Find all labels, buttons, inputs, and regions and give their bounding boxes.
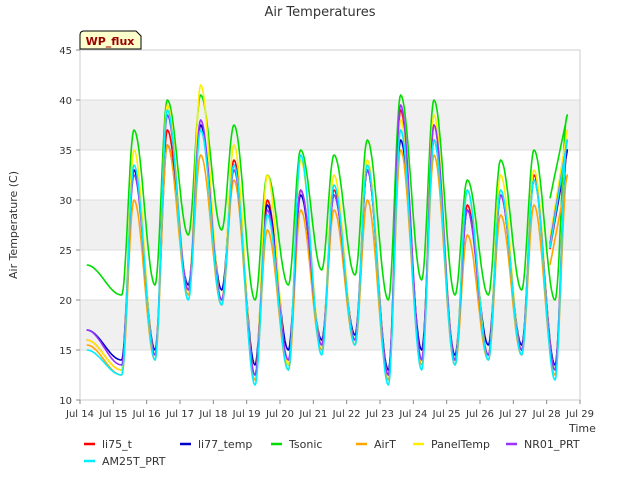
legend-item: li77_temp [180,438,252,451]
x-tick-label: Jul 14 [65,409,94,420]
legend-item: AM25T_PRT [84,455,166,468]
legend-item: AirT [356,438,396,451]
x-tick-label: Jul 22 [332,409,361,420]
x-axis-ticks: Jul 14 Jul 15 Jul 16 Jul 17 Jul 18 Jul 19 Jul … [65,400,594,420]
y-tick-label: 15 [59,346,72,357]
legend-item: PanelTemp [413,438,490,451]
x-tick-label: Jul 23 [365,409,394,420]
chart-title: Air Temperatures [264,5,375,20]
legend-label: li75_t [102,438,133,451]
wp-flux-badge: WP_flux [79,30,142,50]
y-axis-ticks: 10 15 20 25 30 35 40 45 [59,46,80,407]
legend-label: Tsonic [288,438,322,451]
y-axis-label: Air Temperature (C) [7,171,20,279]
grid-band [80,300,580,350]
x-tick-label: Jul 17 [165,409,194,420]
series-line-tsonic [86,94,569,301]
legend-label: AM25T_PRT [102,455,166,468]
legend-label: NR01_PRT [524,438,580,451]
x-axis-label: Time [568,422,596,435]
x-tick-label: Jul 25 [432,409,461,420]
y-tick-label: 35 [59,146,72,157]
x-tick-label: Jul 27 [498,409,527,420]
x-tick-label: Jul 15 [98,409,127,420]
x-tick-label: Jul 28 [532,409,561,420]
legend-item: NR01_PRT [506,438,580,451]
legend-label: PanelTemp [431,438,490,451]
x-tick-label: Jul 18 [198,409,227,420]
legend-item: Tsonic [271,438,322,451]
y-tick-label: 20 [59,296,72,307]
x-tick-label: Jul 19 [232,409,261,420]
x-tick-label: Jul 20 [265,409,294,420]
x-tick-label: Jul 26 [465,409,494,420]
legend-label: li77_temp [198,438,252,451]
badge-label: WP_flux [86,35,135,48]
x-tick-label: Jul 29 [565,409,594,420]
x-tick-label: Jul 16 [132,409,161,420]
legend-label: AirT [374,438,396,451]
legend-item: li75_t [84,438,133,451]
badge-box [79,30,142,50]
plot-frame [79,49,581,401]
grid-band [80,100,580,150]
y-tick-label: 10 [59,396,72,407]
series-line-am25t-prt [86,109,569,386]
y-tick-label: 30 [59,196,72,207]
x-tick-label: Jul 21 [298,409,327,420]
series-lines [86,84,569,386]
legend: li75_t li77_temp Tsonic AirT PanelTemp NR01_P… [84,438,580,468]
y-tick-label: 40 [59,96,72,107]
y-tick-label: 25 [59,246,72,257]
y-tick-label: 45 [59,46,72,57]
x-tick-label: Jul 24 [398,409,427,420]
